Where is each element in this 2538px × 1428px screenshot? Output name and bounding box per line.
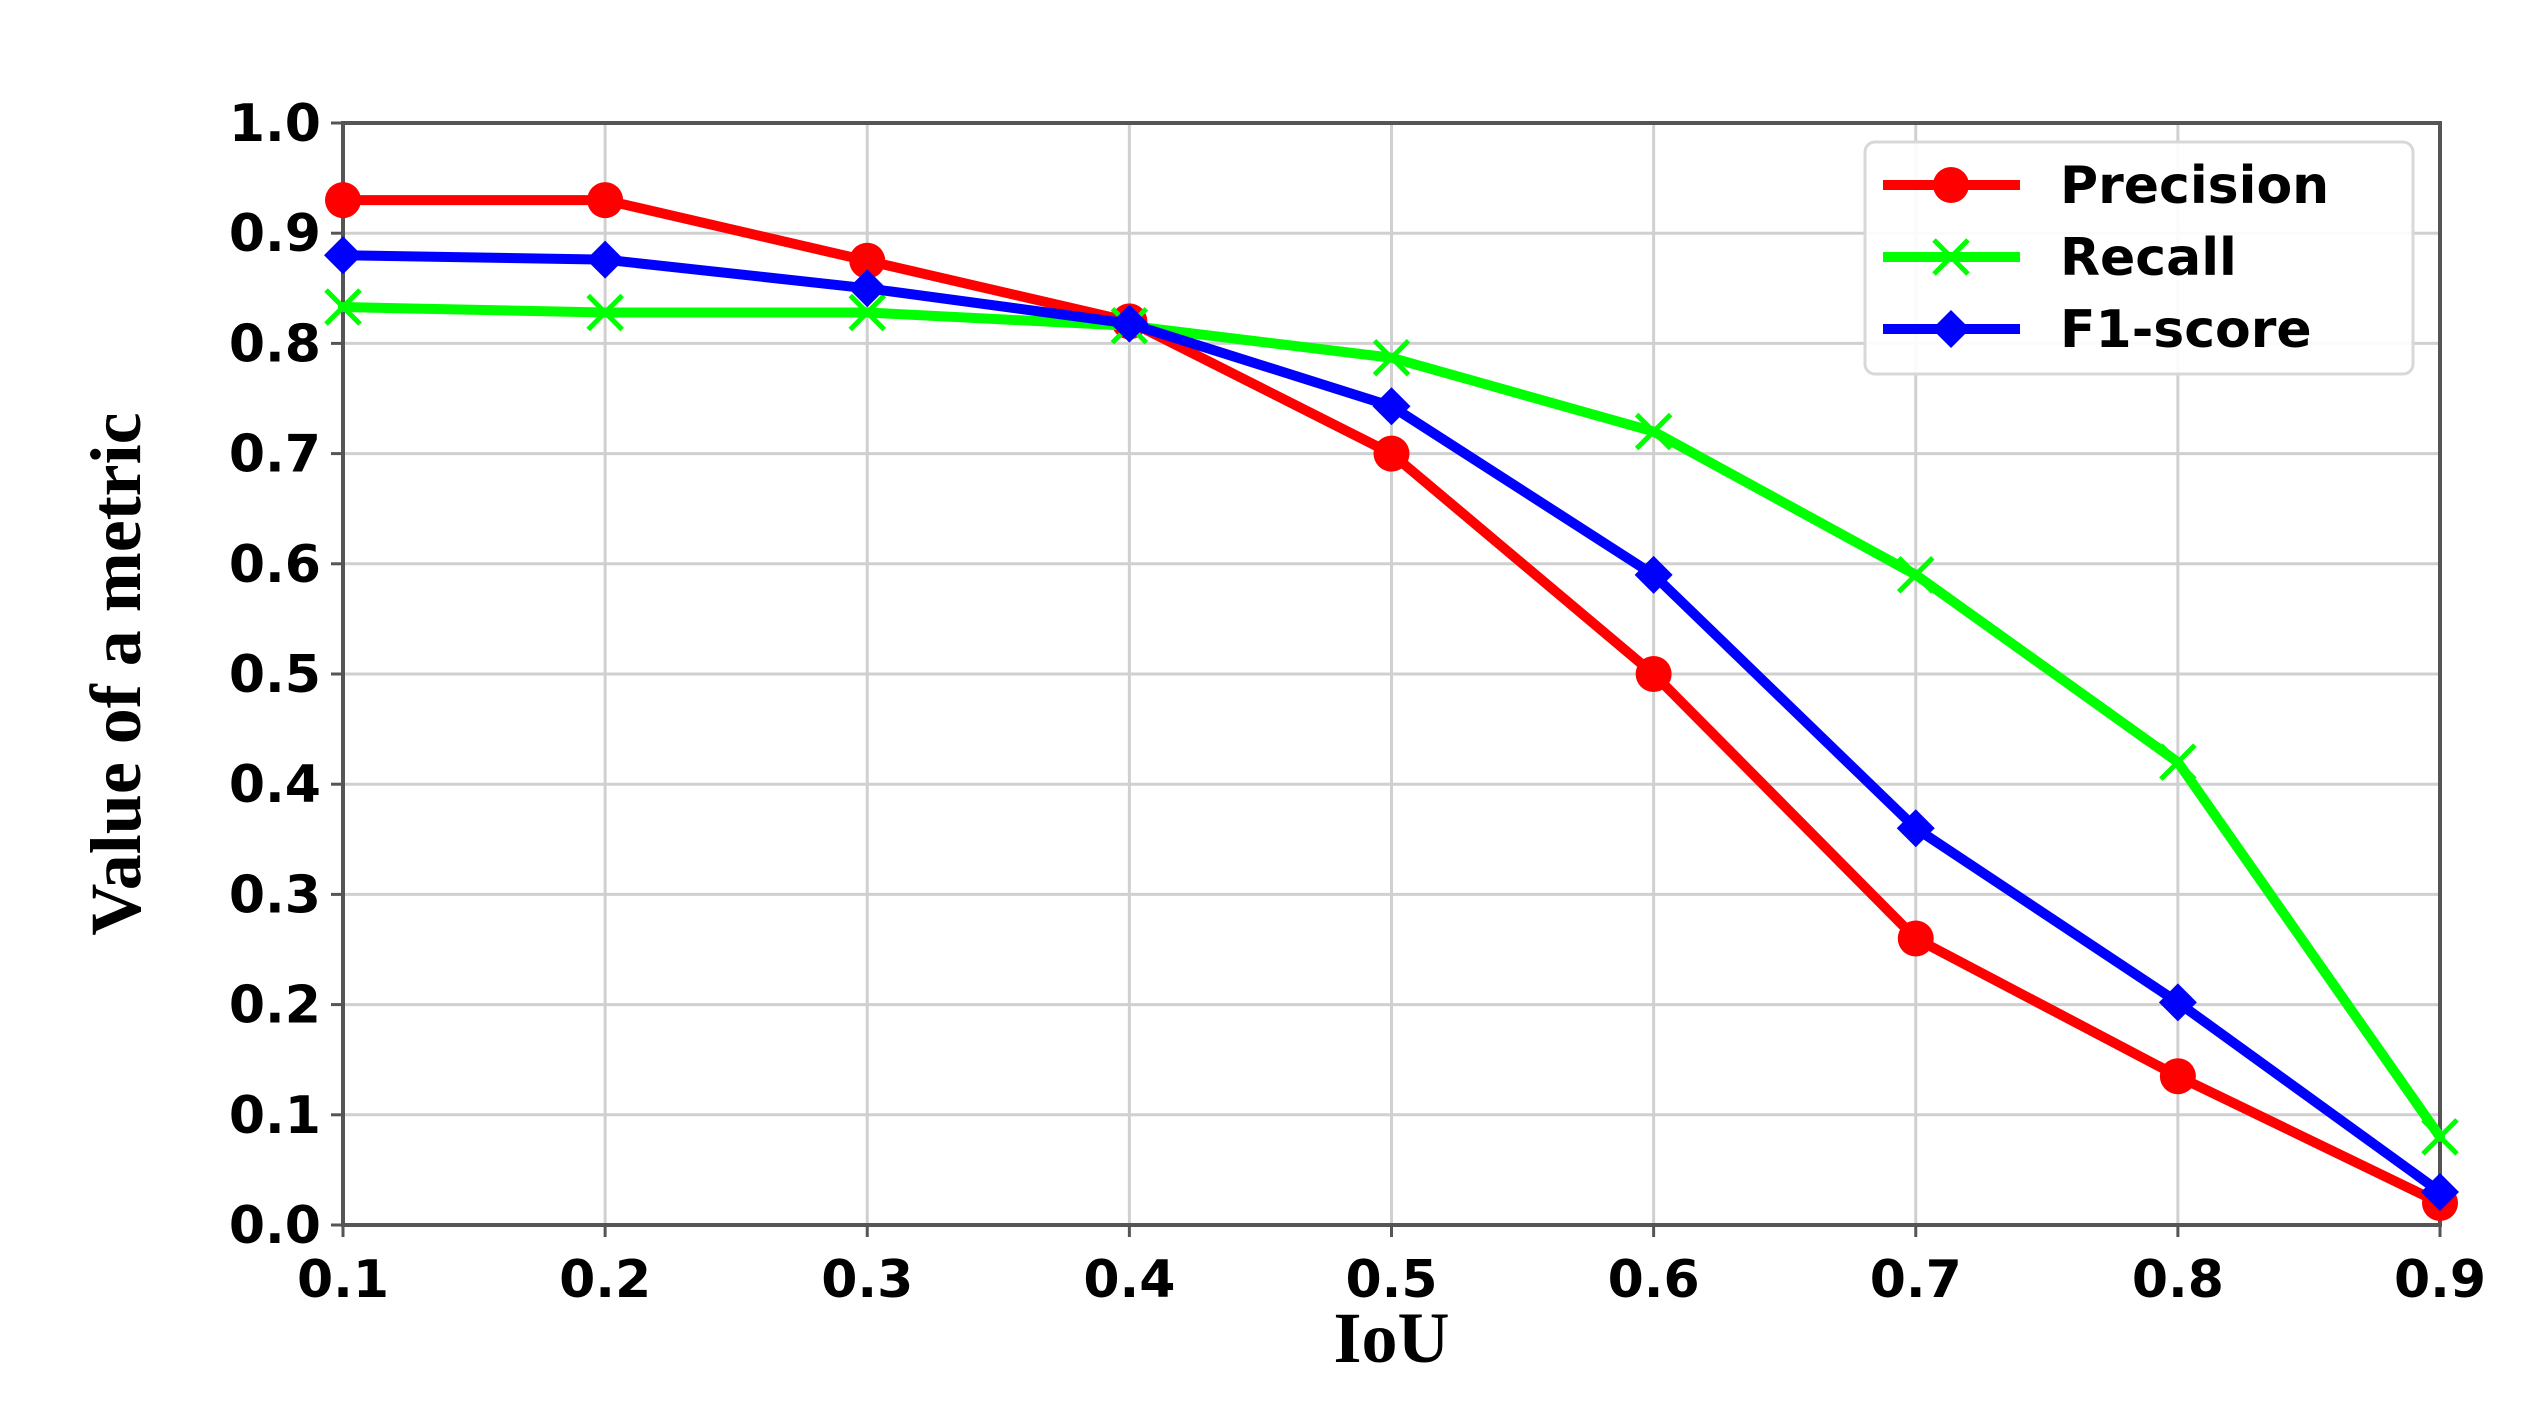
legend-item-recall: Recall	[1883, 228, 2237, 288]
x-tick-label: 0.5	[1345, 1250, 1437, 1310]
y-axis-ticks: 0.0 0.1 0.2 0.3 0.4 0.5 0.6 0.7 0.8 0.9 1.0	[229, 94, 343, 1256]
y-tick-label: 0.0	[229, 1196, 321, 1256]
data-point-f1-score	[1110, 304, 1149, 343]
x-tick-label: 0.1	[297, 1250, 389, 1310]
x-tick-label: 0.7	[1870, 1250, 1962, 1310]
legend-marker-precision	[1933, 167, 1969, 203]
legend-item-f1-score: F1-score	[1883, 300, 2312, 360]
data-point-recall	[2159, 743, 2197, 781]
series-f1-score	[324, 236, 2459, 1211]
data-point-f1-score	[1896, 809, 1935, 848]
data-point-precision	[587, 182, 624, 219]
y-tick-label: 0.4	[229, 755, 321, 815]
data-point-precision	[2159, 1058, 2196, 1095]
y-tick-label: 0.9	[229, 204, 321, 264]
y-tick-label: 1.0	[229, 94, 321, 154]
series-recall	[324, 288, 2459, 1156]
x-axis-title: IoU	[1333, 1298, 1449, 1378]
data-point-precision	[1373, 435, 1410, 472]
x-axis-ticks: 0.1 0.2 0.3 0.4 0.5 0.6 0.7 0.8 0.9	[297, 1225, 2486, 1310]
data-point-precision	[1897, 920, 1934, 957]
y-tick-label: 0.7	[229, 425, 321, 485]
data-point-precision	[325, 182, 361, 219]
legend-box	[1863, 140, 2415, 376]
data-point-f1-score	[848, 269, 887, 308]
data-point-f1-score	[2421, 1172, 2459, 1211]
y-axis-title: Value of a metric	[76, 412, 156, 935]
y-tick-label: 0.1	[229, 1086, 321, 1146]
x-tick-label: 0.9	[2394, 1250, 2486, 1310]
legend-item-precision: Precision	[1883, 156, 2329, 216]
y-tick-label: 0.6	[229, 535, 321, 595]
data-point-f1-score	[1634, 555, 1673, 594]
x-tick-label: 0.3	[821, 1250, 913, 1310]
data-point-precision	[1635, 656, 1672, 692]
y-tick-label: 0.3	[229, 865, 321, 925]
x-tick-label: 0.2	[559, 1250, 651, 1310]
legend-marker-recall	[1932, 238, 1970, 276]
legend: Precision Recall F1-score	[1863, 140, 2415, 376]
data-point-recall	[324, 288, 362, 326]
data-point-recall	[586, 293, 624, 332]
data-point-f1-score	[2158, 983, 2197, 1022]
y-tick-label: 0.2	[229, 976, 321, 1036]
data-point-f1-score	[1372, 387, 1411, 426]
legend-marker-f1-score	[1932, 310, 1970, 348]
data-point-recall	[848, 293, 887, 332]
data-point-recall	[1634, 412, 1673, 451]
y-tick-label: 0.5	[229, 645, 321, 705]
x-tick-label: 0.8	[2132, 1250, 2224, 1310]
data-point-recall	[1896, 556, 1935, 594]
legend-label-f1-score: F1-score	[2060, 300, 2312, 360]
legend-label-recall: Recall	[2060, 228, 2237, 288]
data-point-f1-score	[586, 240, 625, 279]
series-layer	[324, 182, 2459, 1221]
data-point-recall	[1372, 338, 1411, 377]
data-point-recall	[2421, 1118, 2459, 1156]
legend-label-precision: Precision	[2060, 156, 2329, 216]
data-point-f1-score	[324, 236, 362, 275]
x-tick-label: 0.6	[1608, 1250, 1700, 1310]
x-tick-label: 0.4	[1083, 1250, 1175, 1310]
y-tick-label: 0.8	[229, 314, 321, 374]
data-point-precision	[849, 242, 886, 279]
